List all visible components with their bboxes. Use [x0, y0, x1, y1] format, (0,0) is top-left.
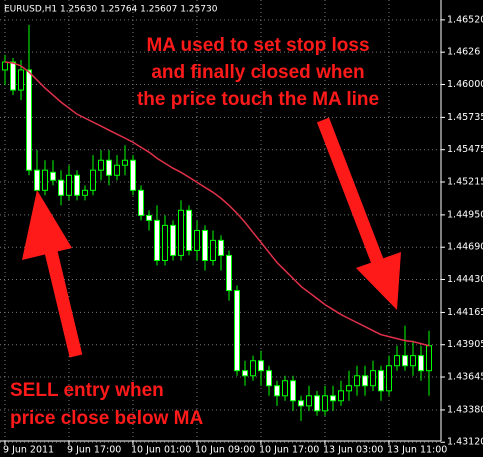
candle-body: [314, 395, 320, 412]
candle-body: [282, 380, 288, 397]
annotation: MA used to set stop loss: [146, 35, 369, 56]
y-tick-label: 1.46000: [447, 79, 483, 90]
candle-body: [338, 390, 344, 402]
arrow: [22, 117, 401, 358]
candle-body: [346, 385, 352, 392]
y-tick-label: 1.43120: [447, 437, 483, 448]
candle-body: [426, 345, 432, 372]
candle-body: [74, 174, 80, 196]
candle-body: [98, 159, 104, 171]
candle-body: [402, 355, 408, 367]
candle-body: [58, 179, 64, 196]
annotation: price close below MA: [10, 408, 203, 429]
y-tick-label: 1.46520: [447, 14, 483, 25]
y-tick-label: 1.45735: [447, 112, 483, 123]
candle-body: [82, 189, 88, 196]
plot: [2, 24, 432, 421]
candle-body: [90, 169, 96, 191]
candle-body: [234, 290, 240, 372]
annotation: the price touch the MA line: [137, 89, 379, 110]
x-tick-label: 10 Jun 01:00: [131, 445, 191, 456]
candle-body: [298, 400, 304, 407]
candle-body: [146, 214, 152, 221]
x-tick-label: 9 Jun 17:00: [67, 445, 121, 456]
candle-body: [10, 61, 16, 91]
candle-body: [138, 189, 144, 216]
y-tick-label: 1.45475: [447, 144, 483, 155]
x-tick-label: 13 Jun 03:00: [323, 445, 383, 456]
candle-body: [394, 355, 400, 367]
y-tick-label: 1.44430: [447, 274, 483, 285]
candle-body: [330, 395, 336, 402]
candle-body: [66, 174, 72, 196]
candle-body: [34, 169, 40, 191]
annotation: SELL entry when: [10, 380, 164, 401]
candle-body: [266, 370, 272, 387]
header: EURUSD,H1 1.25630 1.25764 1.25607 1.2573…: [4, 5, 218, 15]
candle-body: [178, 209, 184, 256]
candle-body: [418, 355, 424, 372]
y-tick-label: 1.44165: [447, 307, 483, 318]
candle-body: [194, 229, 200, 251]
candle-body: [362, 375, 368, 387]
candle-body: [386, 365, 392, 392]
candle-body: [322, 395, 328, 412]
candle-body: [26, 69, 32, 171]
x-tick-label: 10 Jun 17:00: [259, 445, 319, 456]
y-tick-label: 1.4626: [447, 47, 480, 58]
x-tick-label: 10 Jun 09:00: [195, 445, 255, 456]
candle-body: [130, 159, 136, 191]
y-tick-label: 1.45215: [447, 176, 483, 187]
x-tick-label: 9 Jun 2011: [3, 445, 54, 456]
y-tick-label: 1.44690: [447, 242, 483, 253]
candle-body: [154, 219, 160, 262]
candle-body: [354, 375, 360, 387]
candle-body: [370, 370, 376, 387]
candle-body: [122, 159, 128, 166]
candle-body: [42, 169, 48, 191]
y-tick-label: 1.44950: [447, 209, 483, 220]
candle-body: [378, 370, 384, 392]
candle-body: [202, 229, 208, 262]
candle-body: [242, 370, 248, 377]
candle-body: [258, 360, 264, 372]
candle-body: [218, 239, 224, 256]
y-tick-label: 1.43380: [447, 404, 483, 415]
candle-body: [2, 61, 8, 71]
moving-average: [4, 61, 430, 347]
candle-body: [274, 385, 280, 397]
candle-body: [250, 360, 256, 377]
candle-body: [306, 395, 312, 407]
candle-body: [114, 164, 120, 176]
candle-body: [290, 380, 296, 402]
candle-body: [210, 239, 216, 262]
candle-body: [106, 159, 112, 176]
x-tick-label: 13 Jun 11:00: [387, 445, 447, 456]
candle-body: [410, 355, 416, 367]
candle-body: [186, 209, 192, 251]
candle-body: [170, 224, 176, 256]
y-tick-label: 1.43905: [447, 339, 483, 350]
annotation: and finally closed when: [151, 62, 364, 83]
candle-body: [18, 69, 24, 91]
candle-body: [226, 254, 232, 292]
y-tick-label: 1.43645: [447, 372, 483, 383]
candle-body: [162, 224, 168, 262]
candle-body: [50, 171, 56, 181]
